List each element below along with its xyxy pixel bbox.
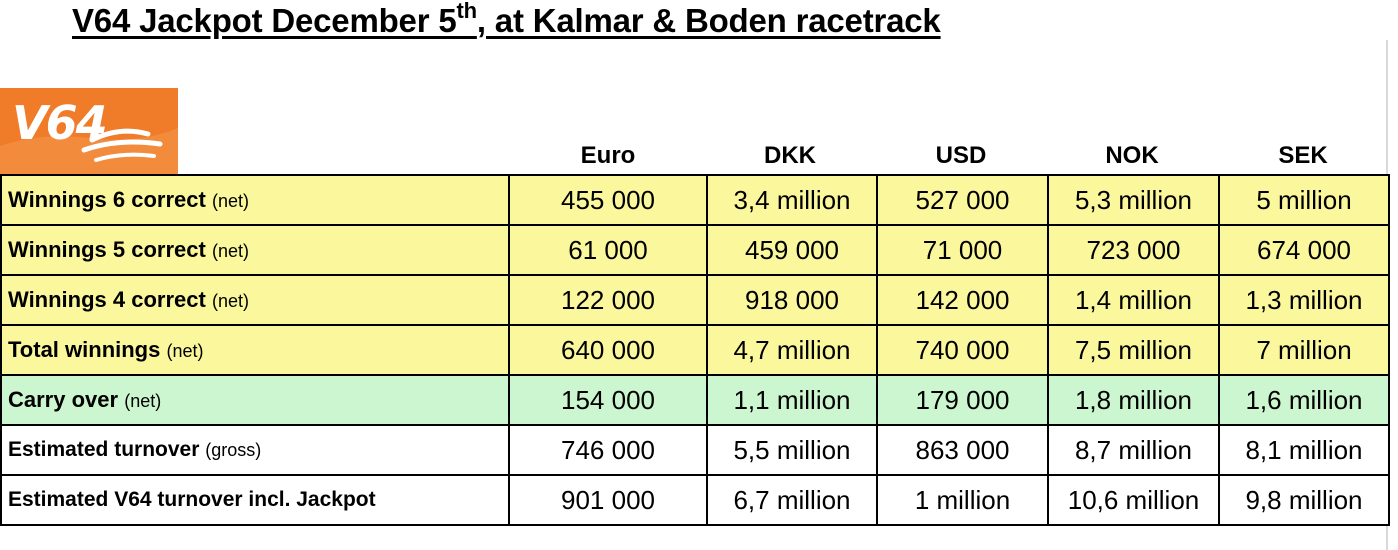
cell-sek: 7 million bbox=[1218, 324, 1390, 376]
cell-usd: 740 000 bbox=[876, 324, 1049, 376]
cell-usd: 71 000 bbox=[876, 224, 1049, 276]
cell-dkk: 918 000 bbox=[706, 274, 878, 326]
cell-sek: 674 000 bbox=[1218, 224, 1390, 276]
cell-sek: 5 million bbox=[1218, 174, 1390, 226]
column-header-euro: Euro bbox=[580, 142, 636, 169]
table-row: Estimated turnover (gross) 746 000 5,5 m… bbox=[0, 424, 1390, 476]
cell-usd: 142 000 bbox=[876, 274, 1049, 326]
cell-sek: 9,8 million bbox=[1218, 474, 1390, 526]
table-row: Winnings 5 correct (net) 61 000 459 000 … bbox=[0, 224, 1390, 276]
cell-dkk: 4,7 million bbox=[706, 324, 878, 376]
jackpot-table: Winnings 6 correct (net) 455 000 3,4 mil… bbox=[0, 174, 1390, 526]
cell-nok: 7,5 million bbox=[1047, 324, 1220, 376]
cell-nok: 10,6 million bbox=[1047, 474, 1220, 526]
title-main: V64 Jackpot December 5 bbox=[72, 2, 457, 39]
cell-dkk: 3,4 million bbox=[706, 174, 878, 226]
cell-euro: 122 000 bbox=[508, 274, 708, 326]
cell-euro: 901 000 bbox=[508, 474, 708, 526]
row-label: Total winnings (net) bbox=[0, 324, 510, 376]
cell-nok: 1,4 million bbox=[1047, 274, 1220, 326]
row-note: (net) bbox=[211, 191, 249, 211]
table-row: Winnings 4 correct (net) 122 000 918 000… bbox=[0, 274, 1390, 326]
row-label: Carry over (net) bbox=[0, 374, 510, 426]
cell-euro: 640 000 bbox=[508, 324, 708, 376]
cell-usd: 863 000 bbox=[876, 424, 1049, 476]
row-label: Winnings 4 correct (net) bbox=[0, 274, 510, 326]
row-label-text: Carry over bbox=[8, 387, 119, 412]
cell-dkk: 459 000 bbox=[706, 224, 878, 276]
column-header-dkk: DKK bbox=[764, 142, 816, 169]
cell-dkk: 5,5 million bbox=[706, 424, 878, 476]
cell-usd: 179 000 bbox=[876, 374, 1049, 426]
table-row: Carry over (net) 154 000 1,1 million 179… bbox=[0, 374, 1390, 426]
cell-nok: 5,3 million bbox=[1047, 174, 1220, 226]
row-label: Winnings 5 correct (net) bbox=[0, 224, 510, 276]
cell-euro: 455 000 bbox=[508, 174, 708, 226]
logo-swoosh-icon bbox=[0, 88, 178, 174]
row-note: (net) bbox=[211, 241, 249, 261]
cell-dkk: 6,7 million bbox=[706, 474, 878, 526]
cell-nok: 8,7 million bbox=[1047, 424, 1220, 476]
row-label-text: Total winnings bbox=[8, 337, 161, 362]
column-header-usd: USD bbox=[935, 142, 987, 169]
row-label-text: Winnings 6 correct bbox=[8, 187, 206, 212]
cell-euro: 746 000 bbox=[508, 424, 708, 476]
cell-nok: 723 000 bbox=[1047, 224, 1220, 276]
cell-sek: 1,3 million bbox=[1218, 274, 1390, 326]
cell-usd: 1 million bbox=[876, 474, 1049, 526]
logo-text: V64 bbox=[12, 96, 108, 150]
cell-sek: 8,1 million bbox=[1218, 424, 1390, 476]
v64-logo: V64 bbox=[0, 88, 178, 174]
table-row: Winnings 6 correct (net) 455 000 3,4 mil… bbox=[0, 174, 1390, 226]
cell-nok: 1,8 million bbox=[1047, 374, 1220, 426]
cell-euro: 154 000 bbox=[508, 374, 708, 426]
cell-usd: 527 000 bbox=[876, 174, 1049, 226]
row-label-text: Estimated turnover bbox=[8, 438, 200, 461]
row-note: (net) bbox=[211, 291, 249, 311]
cell-euro: 61 000 bbox=[508, 224, 708, 276]
row-label-text: Estimated V64 turnover incl. Jackpot bbox=[8, 488, 376, 511]
cell-dkk: 1,1 million bbox=[706, 374, 878, 426]
row-label: Estimated turnover (gross) bbox=[0, 424, 510, 476]
title-suffix: , at Kalmar & Boden racetrack bbox=[476, 2, 941, 39]
title-superscript: th bbox=[456, 0, 477, 23]
row-label-text: Winnings 4 correct bbox=[8, 287, 206, 312]
row-label: Winnings 6 correct (net) bbox=[0, 174, 510, 226]
row-note: (gross) bbox=[205, 440, 262, 460]
row-label: Estimated V64 turnover incl. Jackpot bbox=[0, 474, 510, 526]
cell-sek: 1,6 million bbox=[1218, 374, 1390, 426]
row-note: (net) bbox=[166, 341, 204, 361]
page-title: V64 Jackpot December 5th, at Kalmar & Bo… bbox=[72, 0, 941, 40]
column-header-sek: SEK bbox=[1278, 142, 1328, 169]
table-row: Estimated V64 turnover incl. Jackpot 901… bbox=[0, 474, 1390, 526]
row-note: (net) bbox=[124, 391, 162, 411]
column-header-nok: NOK bbox=[1105, 142, 1159, 169]
row-label-text: Winnings 5 correct bbox=[8, 237, 206, 262]
table-row: Total winnings (net) 640 000 4,7 million… bbox=[0, 324, 1390, 376]
